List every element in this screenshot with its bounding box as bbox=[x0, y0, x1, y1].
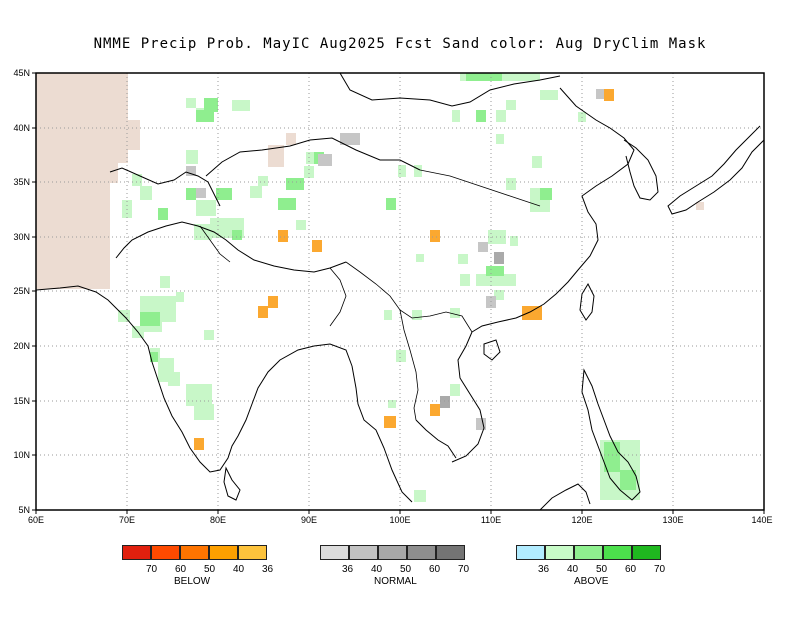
lon-label: 90E bbox=[301, 515, 317, 525]
legend-swatch bbox=[320, 545, 349, 560]
legend-swatch bbox=[516, 545, 545, 560]
legend-below-caption: BELOW bbox=[174, 576, 211, 587]
legend-label: 36 bbox=[538, 564, 550, 575]
legend-label: 50 bbox=[400, 564, 412, 575]
legend-label: 50 bbox=[596, 564, 608, 575]
legend-swatch bbox=[180, 545, 209, 560]
legend-above-caption: ABOVE bbox=[574, 576, 609, 587]
legend-swatch bbox=[574, 545, 603, 560]
legend-label: 70 bbox=[146, 564, 158, 575]
lon-label: 60E bbox=[28, 515, 44, 525]
lon-tick-labels: 60E 70E 80E 90E 100E 110E 120E 130E 140E bbox=[28, 515, 773, 525]
legend-swatch bbox=[122, 545, 151, 560]
below-normal-cells bbox=[194, 89, 614, 450]
lon-label: 80E bbox=[210, 515, 226, 525]
legend-label: 50 bbox=[204, 564, 216, 575]
dry-climate-mask bbox=[36, 73, 704, 289]
legend-label: 36 bbox=[262, 564, 274, 575]
lat-label: 10N bbox=[13, 450, 30, 460]
lon-label: 130E bbox=[662, 515, 683, 525]
lat-label: 45N bbox=[13, 68, 30, 78]
legend-label: 40 bbox=[567, 564, 579, 575]
tick-marks bbox=[32, 72, 765, 514]
gridlines bbox=[36, 73, 764, 510]
lat-label: 25N bbox=[13, 286, 30, 296]
lon-label: 70E bbox=[119, 515, 135, 525]
legend-above-colorbar bbox=[516, 545, 661, 560]
lat-tick-labels: 45N 40N 35N 30N 25N 20N 15N 10N 5N bbox=[13, 68, 30, 515]
legend-swatch bbox=[378, 545, 407, 560]
lat-label: 5N bbox=[18, 505, 30, 515]
lat-label: 35N bbox=[13, 177, 30, 187]
legend-label: 36 bbox=[342, 564, 354, 575]
lon-label: 110E bbox=[481, 515, 501, 525]
legend-swatch bbox=[151, 545, 180, 560]
legend-swatch bbox=[603, 545, 632, 560]
legend-normal-caption: NORMAL bbox=[374, 576, 417, 587]
legend-label: 60 bbox=[429, 564, 441, 575]
legend-swatch bbox=[349, 545, 378, 560]
legend-swatch bbox=[238, 545, 267, 560]
legend-below-colorbar bbox=[122, 545, 267, 560]
lat-label: 15N bbox=[13, 396, 30, 406]
map-title: NMME Precip Prob. MayIC Aug2025 Fcst San… bbox=[93, 36, 707, 52]
legend-label: 60 bbox=[175, 564, 187, 575]
lon-label: 140E bbox=[751, 515, 772, 525]
lat-label: 30N bbox=[13, 232, 30, 242]
legend-label: 70 bbox=[654, 564, 666, 575]
lat-label: 40N bbox=[13, 123, 30, 133]
legend-swatch bbox=[632, 545, 661, 560]
lon-label: 120E bbox=[571, 515, 592, 525]
legend-label: 40 bbox=[233, 564, 245, 575]
legend-label: 70 bbox=[458, 564, 470, 575]
legend-label: 60 bbox=[625, 564, 637, 575]
legend-label: 40 bbox=[371, 564, 383, 575]
normal-cells bbox=[186, 89, 604, 430]
legend-swatch bbox=[209, 545, 238, 560]
lon-label: 100E bbox=[389, 515, 410, 525]
legend-normal-colorbar bbox=[320, 545, 465, 560]
coastlines bbox=[36, 73, 764, 510]
lat-label: 20N bbox=[13, 341, 30, 351]
legend-swatch bbox=[436, 545, 465, 560]
legend-swatch bbox=[545, 545, 574, 560]
legend-swatch bbox=[407, 545, 436, 560]
